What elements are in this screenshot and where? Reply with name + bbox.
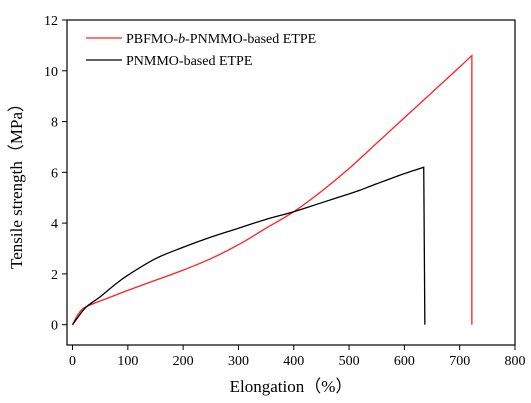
y-tick-label: 10: [44, 65, 58, 80]
series-layer: [71, 54, 473, 326]
legend-label-pbfmo-italic: b: [178, 32, 185, 47]
x-tick-label: 600: [394, 354, 415, 369]
series-line-pbfmo-b-pnmmo: [71, 54, 473, 325]
y-tick-label: 4: [51, 217, 58, 232]
legend: PBFMO-b-PNMMO-based ETPE PNMMO-based ETP…: [86, 32, 316, 69]
x-axis-title: Elongation（%）: [230, 377, 353, 396]
y-tick-label: 8: [51, 116, 58, 131]
legend-label-pbfmo: PBFMO-b-PNMMO-based ETPE: [126, 32, 316, 47]
x-tick-label: 800: [505, 354, 526, 369]
y-tick-label: 6: [51, 166, 58, 181]
x-axis-ticks: 0 100 200 300 400 500 600 700 800: [69, 345, 526, 369]
x-tick-label: 500: [339, 354, 360, 369]
y-tick-label: 0: [51, 319, 58, 334]
x-tick-label: 300: [228, 354, 249, 369]
plot-frame: [66, 19, 516, 346]
y-tick-label: 2: [51, 268, 58, 283]
legend-label-pbfmo-part1: PBFMO-: [126, 32, 178, 47]
y-tick-label: 12: [44, 14, 58, 29]
x-tick-label: 700: [449, 354, 470, 369]
x-tick-label: 200: [173, 354, 194, 369]
legend-label-pnmmo: PNMMO-based ETPE: [126, 54, 252, 69]
x-tick-label: 100: [117, 354, 138, 369]
y-axis-ticks: 0 2 4 6 8 10 12: [44, 14, 67, 334]
legend-label-pbfmo-part3: -PNMMO-based ETPE: [185, 32, 316, 47]
x-tick-label: 0: [69, 354, 76, 369]
x-tick-label: 400: [283, 354, 304, 369]
series-line-pnmmo: [72, 166, 426, 326]
y-axis-title: Tensile strength（MPa）: [7, 95, 26, 269]
